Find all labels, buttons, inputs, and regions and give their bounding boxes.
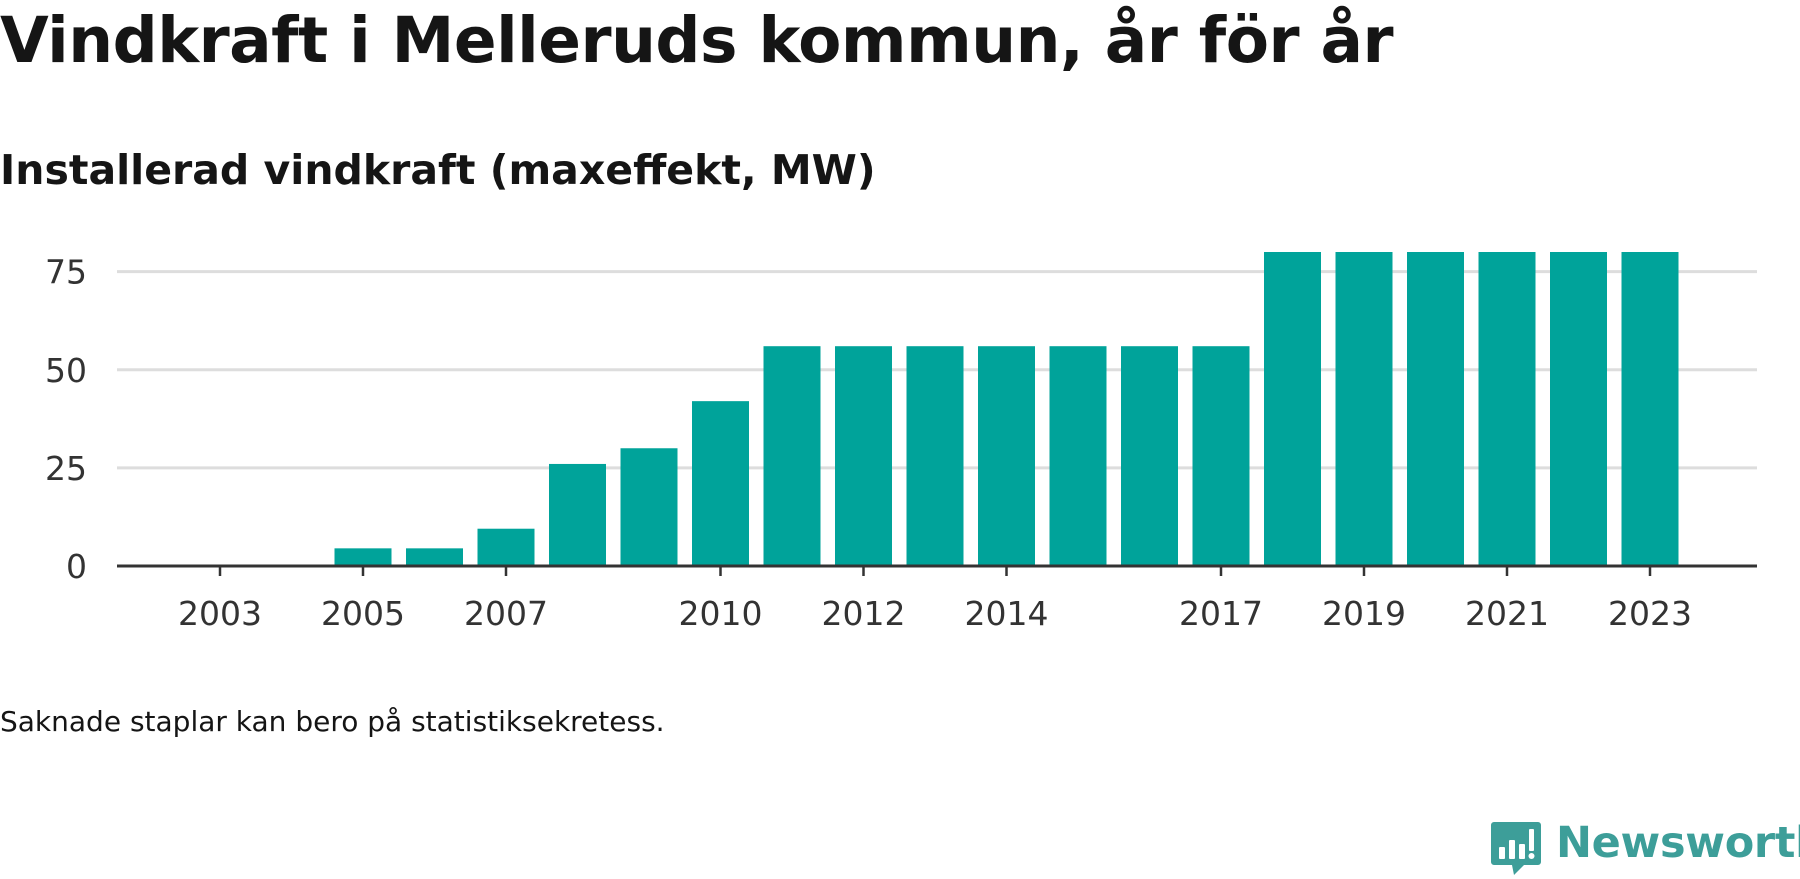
bar-2016 [1121,346,1178,566]
footnote: Saknade staplar kan bero på statistiksek… [0,705,665,738]
brand-name: Newsworthy [1556,818,1800,868]
bar-2011 [763,346,821,566]
newsworthy-logo-icon [1491,822,1541,875]
y-tick-label: 25 [45,449,87,488]
x-tick-label: 2005 [321,594,405,633]
x-tick-label: 2007 [464,594,548,633]
bar-2014 [978,346,1035,566]
brand-logo: Newsworthy [1490,818,1800,878]
x-tick-label: 2014 [965,594,1049,633]
bar-2013 [906,346,964,566]
bar-2006 [406,548,463,566]
x-tick-label: 2023 [1608,594,1692,633]
y-tick-label: 50 [45,351,87,390]
bar-2015 [1049,346,1107,566]
bar-chart: 0 25 50 75 2003 2005 2007 2010 2012 2014 2017 2019 2… [45,252,1757,633]
bar-2010 [692,401,749,566]
bar-2021 [1478,252,1536,566]
x-tick-label: 2012 [822,594,906,633]
bar-2018 [1264,252,1321,566]
bar-2007 [477,528,535,566]
axes: 0 25 50 75 2003 2005 2007 2010 2012 2014 2017 2019 2… [45,253,1757,633]
bar-2009 [620,448,678,566]
x-tick-label: 2003 [178,594,262,633]
bars [334,252,1679,566]
bar-2012 [835,346,892,566]
y-tick-label: 75 [45,253,87,292]
bar-2022 [1550,252,1607,566]
bar-2005 [334,548,392,566]
x-tick-label: 2019 [1322,594,1406,633]
chart-subtitle: Installerad vindkraft (maxeffekt, MW) [0,146,876,194]
bar-2019 [1335,252,1393,566]
bar-2008 [549,463,606,566]
bar-2017 [1192,346,1250,566]
bar-2020 [1407,252,1464,566]
y-tick-label: 0 [66,547,87,586]
chart-title: Vindkraft i Melleruds kommun, år för år [0,4,1394,77]
bar-2023 [1621,252,1679,566]
x-tick-label: 2017 [1179,594,1263,633]
x-tick-label: 2021 [1465,594,1549,633]
x-tick-label: 2010 [679,594,763,633]
